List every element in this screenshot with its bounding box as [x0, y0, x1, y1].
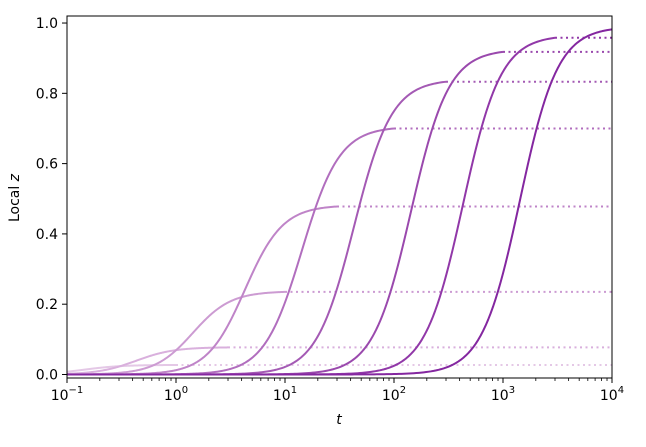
y-axis-label-variable: z: [7, 173, 23, 182]
series-curve-7: [67, 50, 504, 376]
series-curve-9: [67, 28, 613, 376]
y-axis-label: Local z: [7, 173, 23, 222]
y-tick-label: 0.4: [36, 227, 58, 243]
y-axis-label-text: Local: [7, 181, 23, 222]
series-curve-3: [66, 290, 286, 376]
x-tick-label: 104: [600, 385, 624, 404]
y-tick-label: 0.6: [36, 157, 58, 173]
axes: [66, 15, 613, 379]
series-curve-5: [67, 127, 395, 376]
x-tick-label: 101: [273, 385, 297, 404]
x-tick-label: 102: [382, 385, 406, 404]
x-tick-label: 100: [164, 385, 188, 404]
y-tick-label: 0.0: [36, 367, 58, 383]
y-tick-label: 0.2: [36, 297, 58, 313]
x-tick-label: 10−1: [51, 385, 84, 404]
x-tick-label: 103: [491, 385, 515, 404]
plot-frame: [66, 15, 613, 379]
y-tick-label: 1.0: [36, 16, 58, 32]
x-ticks: 10−1 100 101 102 103 104: [51, 378, 624, 404]
y-tick-label: 0.8: [36, 86, 58, 102]
plot-lines: [66, 28, 613, 376]
series-curve-2: [66, 346, 229, 375]
series-curve-4: [67, 205, 338, 376]
x-axis-label: t: [336, 412, 342, 428]
y-ticks: 0.0 0.2 0.4 0.6 0.8 1.0: [36, 16, 67, 383]
series-curve-6: [67, 80, 447, 376]
